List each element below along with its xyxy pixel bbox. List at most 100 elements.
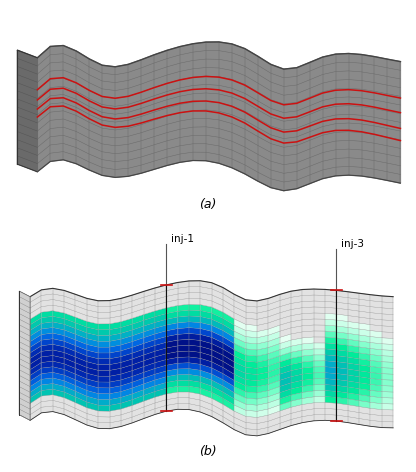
Polygon shape: [359, 359, 371, 366]
Polygon shape: [234, 337, 246, 349]
Polygon shape: [246, 386, 257, 393]
Polygon shape: [280, 297, 291, 307]
Polygon shape: [155, 308, 166, 317]
Polygon shape: [98, 353, 109, 359]
Polygon shape: [291, 332, 302, 340]
Polygon shape: [382, 350, 393, 356]
Polygon shape: [155, 325, 166, 334]
Polygon shape: [212, 374, 223, 386]
Polygon shape: [382, 379, 393, 386]
Polygon shape: [75, 340, 87, 350]
Polygon shape: [87, 339, 98, 347]
Polygon shape: [144, 409, 155, 419]
Polygon shape: [371, 384, 382, 392]
Polygon shape: [246, 373, 257, 380]
Polygon shape: [337, 403, 348, 411]
Polygon shape: [382, 356, 393, 362]
Polygon shape: [75, 312, 87, 321]
Polygon shape: [30, 379, 42, 392]
Polygon shape: [200, 281, 212, 289]
Polygon shape: [359, 341, 371, 348]
Polygon shape: [291, 374, 302, 383]
Polygon shape: [280, 310, 291, 319]
Polygon shape: [280, 303, 291, 313]
Polygon shape: [200, 376, 212, 386]
Polygon shape: [359, 305, 371, 312]
Polygon shape: [75, 391, 87, 402]
Polygon shape: [348, 321, 359, 329]
Polygon shape: [257, 354, 268, 362]
Polygon shape: [246, 343, 257, 350]
Polygon shape: [53, 406, 64, 414]
Polygon shape: [132, 337, 144, 347]
Polygon shape: [280, 383, 291, 393]
Polygon shape: [325, 367, 337, 373]
Polygon shape: [371, 421, 382, 428]
Polygon shape: [348, 292, 359, 299]
Polygon shape: [132, 309, 144, 319]
Polygon shape: [42, 345, 53, 351]
Polygon shape: [64, 397, 75, 408]
Polygon shape: [382, 421, 393, 428]
Polygon shape: [42, 350, 53, 357]
Polygon shape: [87, 327, 98, 336]
Polygon shape: [325, 403, 337, 409]
Polygon shape: [53, 395, 64, 403]
Polygon shape: [75, 380, 87, 390]
Polygon shape: [302, 367, 314, 374]
Polygon shape: [178, 386, 189, 392]
Polygon shape: [268, 313, 280, 323]
Polygon shape: [64, 307, 75, 317]
Polygon shape: [246, 361, 257, 369]
Polygon shape: [291, 387, 302, 395]
Polygon shape: [132, 378, 144, 388]
Polygon shape: [234, 319, 246, 330]
Polygon shape: [189, 281, 200, 287]
Polygon shape: [75, 334, 87, 345]
Polygon shape: [155, 342, 166, 351]
Polygon shape: [30, 385, 42, 398]
Polygon shape: [246, 429, 257, 436]
Polygon shape: [291, 392, 302, 401]
Polygon shape: [348, 303, 359, 311]
Polygon shape: [42, 311, 53, 318]
Polygon shape: [348, 339, 359, 347]
Polygon shape: [302, 307, 314, 314]
Polygon shape: [325, 373, 337, 379]
Polygon shape: [246, 398, 257, 405]
Text: (a): (a): [199, 199, 217, 211]
Polygon shape: [189, 357, 200, 364]
Polygon shape: [189, 380, 200, 388]
Polygon shape: [64, 290, 75, 300]
Polygon shape: [30, 329, 42, 342]
Polygon shape: [359, 365, 371, 372]
Polygon shape: [246, 330, 257, 338]
Polygon shape: [280, 371, 291, 380]
Polygon shape: [359, 383, 371, 390]
Polygon shape: [121, 359, 132, 368]
Polygon shape: [53, 350, 64, 358]
Polygon shape: [268, 411, 280, 421]
Polygon shape: [75, 408, 87, 419]
Polygon shape: [189, 369, 200, 376]
Polygon shape: [53, 294, 64, 302]
Polygon shape: [189, 398, 200, 406]
Polygon shape: [53, 316, 64, 324]
Polygon shape: [268, 319, 280, 329]
Polygon shape: [166, 357, 178, 365]
Polygon shape: [348, 393, 359, 401]
Polygon shape: [371, 361, 382, 368]
Polygon shape: [166, 312, 178, 320]
Polygon shape: [234, 380, 246, 392]
Polygon shape: [348, 351, 359, 359]
Polygon shape: [166, 404, 178, 411]
Polygon shape: [87, 298, 98, 307]
Polygon shape: [87, 413, 98, 422]
Polygon shape: [212, 386, 223, 398]
Polygon shape: [200, 400, 212, 411]
Polygon shape: [314, 385, 325, 391]
Polygon shape: [144, 386, 155, 396]
Polygon shape: [121, 365, 132, 374]
Polygon shape: [144, 340, 155, 349]
Polygon shape: [257, 298, 268, 307]
